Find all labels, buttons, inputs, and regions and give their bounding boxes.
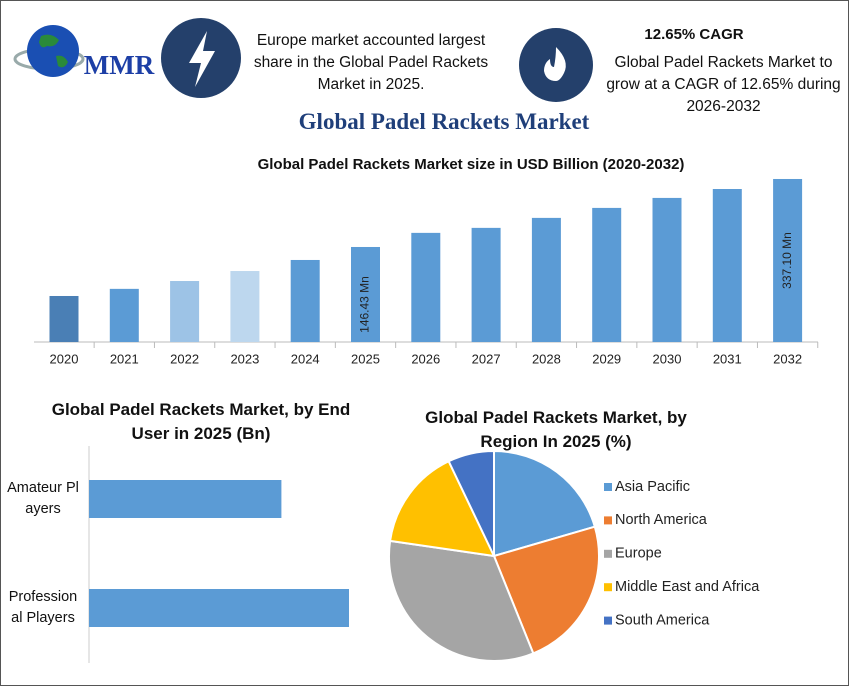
lightning-icon bbox=[161, 18, 241, 98]
bar bbox=[89, 589, 349, 627]
bar bbox=[230, 271, 260, 342]
legend-swatch bbox=[604, 583, 612, 592]
bar bbox=[170, 281, 200, 342]
chart-title: Global Padel Rackets Market, by Region I… bbox=[425, 408, 687, 451]
legend-swatch bbox=[604, 549, 612, 558]
legend-label: Europe bbox=[615, 546, 662, 562]
pie-slice bbox=[388, 539, 535, 662]
bar bbox=[89, 480, 282, 518]
bar bbox=[351, 246, 380, 342]
x-tick-label: 2027 bbox=[472, 351, 501, 366]
bar bbox=[531, 217, 561, 342]
legend-label: North America bbox=[615, 512, 708, 528]
x-tick-label: 2023 bbox=[230, 351, 259, 366]
pie-slice bbox=[492, 525, 600, 655]
logo-text: MMR bbox=[84, 50, 155, 80]
y-tick-label: Amateur Players bbox=[7, 480, 79, 517]
cagr-text: Global Padel Rackets Market to grow at a… bbox=[606, 54, 841, 115]
chart-title: Global Padel Rackets Market, by End User… bbox=[51, 400, 351, 443]
bar bbox=[49, 295, 79, 342]
bar bbox=[592, 207, 622, 342]
bar bbox=[712, 189, 742, 342]
main-title: Global Padel Rackets Market bbox=[298, 109, 590, 134]
pie-slice bbox=[388, 459, 496, 558]
bar bbox=[773, 178, 803, 342]
legend-label: Middle East and Africa bbox=[615, 579, 760, 595]
legend-swatch bbox=[604, 616, 612, 625]
pie-slice bbox=[493, 449, 597, 558]
chart-title: Global Padel Rackets Market size in USD … bbox=[257, 156, 685, 173]
bar bbox=[471, 227, 501, 342]
x-tick-label: 2020 bbox=[50, 351, 79, 366]
x-tick-label: 2031 bbox=[713, 351, 742, 366]
y-tick-label: Professional Players bbox=[8, 589, 78, 626]
x-tick-label: 2032 bbox=[773, 351, 802, 366]
icon-flame bbox=[544, 47, 566, 81]
bar bbox=[652, 197, 682, 342]
pie-slice bbox=[447, 449, 495, 557]
logo: MMR bbox=[13, 25, 155, 80]
flame-icon bbox=[519, 28, 593, 102]
value-label: 146.43 Mn bbox=[358, 276, 372, 333]
legend-swatch bbox=[604, 483, 612, 491]
legend-swatch bbox=[604, 516, 612, 525]
x-tick-label: 2024 bbox=[291, 351, 320, 366]
charts: 2020 2021 2022 2023 2024 2025 146.43 Mn 2026 202… bbox=[34, 178, 819, 663]
logo-land bbox=[39, 34, 68, 68]
legend-label: Asia Pacific bbox=[615, 479, 690, 495]
x-tick-label: 2025 bbox=[351, 351, 380, 366]
x-tick-label: 2030 bbox=[653, 351, 682, 366]
cagr-title: 12.65% CAGR bbox=[644, 26, 744, 43]
bar bbox=[411, 232, 441, 342]
x-tick-label: 2021 bbox=[110, 351, 139, 366]
x-tick-label: 2028 bbox=[532, 351, 561, 366]
bar bbox=[290, 259, 320, 342]
icon-bolt bbox=[189, 31, 215, 87]
bar bbox=[109, 288, 139, 342]
logo-globe bbox=[27, 25, 79, 77]
fact-text: Europe market accounted largest share in… bbox=[253, 32, 489, 93]
x-tick-label: 2026 bbox=[411, 351, 440, 366]
x-tick-label: 2022 bbox=[170, 351, 199, 366]
value-label: 337.10 Mn bbox=[780, 232, 794, 289]
x-tick-label: 2029 bbox=[592, 351, 621, 366]
legend-label: South America bbox=[615, 612, 710, 628]
